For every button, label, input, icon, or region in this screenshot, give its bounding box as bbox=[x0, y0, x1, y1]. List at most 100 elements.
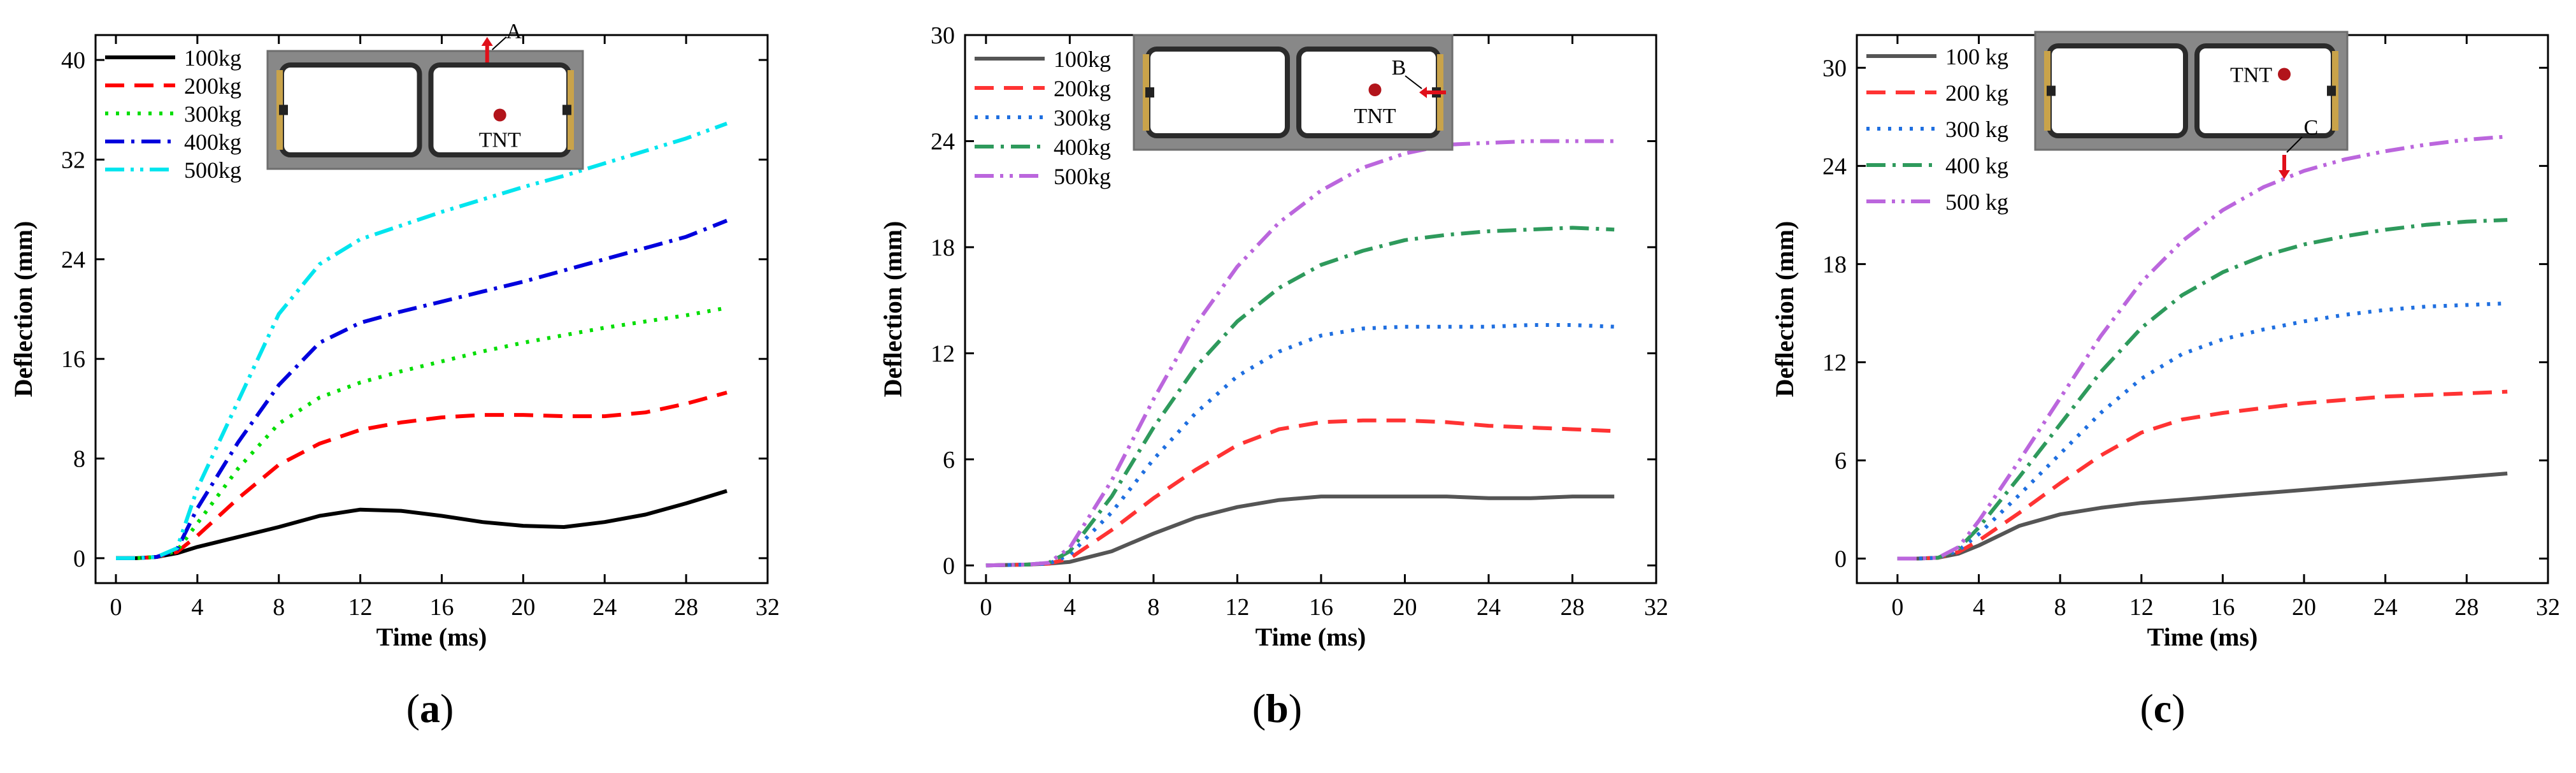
y-tick-label: 30 bbox=[1822, 55, 1847, 82]
series-line-400kg bbox=[116, 219, 728, 560]
legend-label: 400kg bbox=[1054, 134, 1111, 160]
inset-end-clip bbox=[2327, 85, 2336, 96]
inset-diagram: TNT C bbox=[2034, 31, 2349, 179]
chart-panel-c: 0 4 8 12 16 20 24 28 32 0 6 12 18 24 30 Time (ms) Deflec… bbox=[1770, 31, 2560, 651]
x-tick-label: 0 bbox=[1891, 594, 1903, 621]
y-axis-label: Deflection (mm) bbox=[9, 221, 38, 398]
y-tick-label: 8 bbox=[73, 446, 85, 473]
x-tick-label: 24 bbox=[2373, 594, 2398, 621]
y-tick-label: 16 bbox=[61, 346, 85, 373]
legend-label: 200 kg bbox=[1945, 80, 2008, 106]
point-label: A bbox=[506, 20, 522, 43]
y-tick-label: 0 bbox=[1835, 545, 1847, 572]
series-line-500kg bbox=[116, 121, 728, 560]
inset-compartment bbox=[1145, 47, 1290, 138]
x-tick-label: 20 bbox=[2292, 594, 2316, 621]
inset-diagram: TNT A bbox=[266, 20, 584, 170]
y-tick-label: 6 bbox=[1835, 447, 1847, 474]
series-line-200kg bbox=[116, 391, 727, 560]
series-line-400kg bbox=[1897, 218, 2508, 561]
caption-a: (a) bbox=[406, 686, 454, 731]
x-tick-label: 32 bbox=[755, 594, 780, 621]
x-tick-label: 0 bbox=[110, 594, 122, 621]
y-tick-label: 24 bbox=[61, 247, 85, 273]
x-axis-label: Time (ms) bbox=[1256, 623, 1366, 651]
legend-label: 500kg bbox=[184, 157, 241, 183]
legend-label: 500 kg bbox=[1945, 189, 2008, 215]
series-line-300kg bbox=[985, 323, 1615, 568]
x-tick-label: 28 bbox=[2454, 594, 2479, 621]
point-label: B bbox=[1392, 56, 1406, 80]
x-tick-label: 4 bbox=[1064, 594, 1076, 621]
y-tick-label: 12 bbox=[931, 340, 955, 367]
y-tick-label: 40 bbox=[61, 47, 85, 74]
y-tick-label: 30 bbox=[931, 22, 955, 49]
x-tick-label: 16 bbox=[429, 594, 454, 621]
y-tick-label: 18 bbox=[931, 235, 955, 261]
series-line-100kg bbox=[116, 489, 727, 560]
x-tick-label: 4 bbox=[191, 594, 203, 621]
tnt-label: TNT bbox=[1354, 105, 1396, 128]
x-axis-label: Time (ms) bbox=[376, 623, 487, 651]
legend-label: 400 kg bbox=[1945, 153, 2008, 178]
x-tick-label: 16 bbox=[2210, 594, 2235, 621]
series-line-400kg bbox=[985, 226, 1615, 568]
x-tick-label: 8 bbox=[273, 594, 285, 621]
series-line-200kg bbox=[985, 418, 1615, 568]
legend-label: 200kg bbox=[184, 73, 241, 99]
tnt-charge bbox=[493, 108, 506, 122]
x-tick-label: 12 bbox=[348, 594, 373, 621]
measure-arrow bbox=[2279, 170, 2290, 179]
measure-arrow bbox=[481, 37, 493, 46]
chart-panel-b: 0 4 8 12 16 20 24 28 32 0 6 12 18 24 30 Time (ms) Deflec… bbox=[878, 22, 1668, 651]
series-line-100kg bbox=[985, 495, 1615, 568]
point-label: C bbox=[2304, 116, 2319, 140]
legend-label: 100kg bbox=[1054, 47, 1111, 72]
inset-end-clip bbox=[279, 105, 288, 115]
y-tick-label: 32 bbox=[61, 147, 85, 173]
tnt-charge bbox=[1368, 83, 1382, 96]
inset-end-clip bbox=[2047, 85, 2056, 96]
y-tick-label: 24 bbox=[1822, 153, 1847, 180]
inset-end-clip bbox=[1145, 87, 1154, 98]
inset-end-clip bbox=[562, 105, 571, 115]
tnt-label: TNT bbox=[2230, 64, 2272, 87]
x-axis-label: Time (ms) bbox=[2147, 623, 2258, 651]
caption-b: (b) bbox=[1252, 686, 1303, 731]
x-tick-label: 12 bbox=[2129, 594, 2154, 621]
x-tick-label: 12 bbox=[1225, 594, 1249, 621]
measure-arrow bbox=[1419, 87, 1427, 98]
tnt-charge bbox=[2278, 68, 2291, 81]
legend-label: 300kg bbox=[184, 101, 241, 127]
series-line-500kg bbox=[985, 139, 1615, 568]
x-tick-label: 28 bbox=[1560, 594, 1584, 621]
legend-label: 400kg bbox=[184, 129, 241, 155]
y-tick-label: 0 bbox=[73, 545, 85, 572]
y-axis-label: Deflection (mm) bbox=[878, 221, 907, 398]
x-tick-label: 24 bbox=[1477, 594, 1501, 621]
series-line-200kg bbox=[1897, 389, 2508, 561]
legend-label: 100 kg bbox=[1945, 44, 2008, 69]
x-tick-label: 4 bbox=[1973, 594, 1985, 621]
x-tick-label: 20 bbox=[1392, 594, 1417, 621]
leader-line bbox=[492, 36, 507, 50]
tnt-label: TNT bbox=[479, 129, 521, 152]
legend-label: 100kg bbox=[184, 45, 241, 71]
x-tick-label: 8 bbox=[1147, 594, 1159, 621]
y-tick-label: 0 bbox=[943, 553, 955, 579]
inset-compartment bbox=[2047, 43, 2188, 138]
y-tick-label: 12 bbox=[1822, 349, 1847, 376]
series-line-500kg bbox=[1897, 134, 2508, 561]
x-tick-label: 16 bbox=[1309, 594, 1333, 621]
legend-label: 300 kg bbox=[1945, 117, 2008, 142]
series-line-100kg bbox=[1897, 472, 2508, 561]
x-tick-label: 0 bbox=[980, 594, 992, 621]
x-tick-label: 32 bbox=[2536, 594, 2560, 621]
legend-label: 300kg bbox=[1054, 105, 1111, 131]
chart-panel-a: 0 4 8 12 16 20 24 28 32 0 8 16 24 32 40 Time (ms) Deflec… bbox=[9, 20, 780, 651]
legend-label: 200kg bbox=[1054, 76, 1111, 101]
leader-line bbox=[2286, 136, 2303, 153]
inset-diagram: TNT B bbox=[1133, 34, 1454, 151]
y-axis-label: Deflection (mm) bbox=[1770, 221, 1799, 398]
